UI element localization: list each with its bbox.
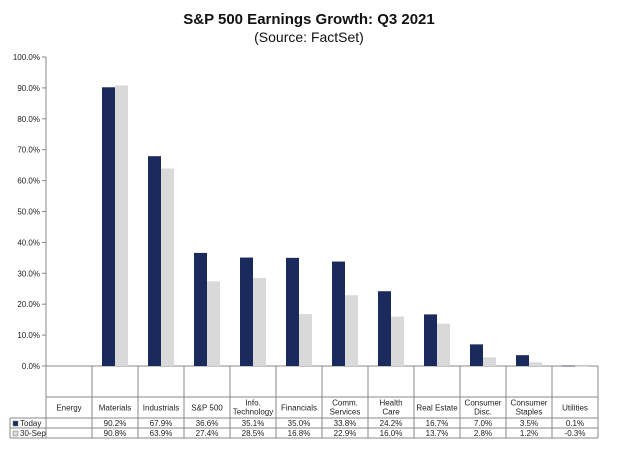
data-label: 28.5% [242,429,265,438]
bar-30-sep [115,85,128,366]
category-label: Technology [233,408,273,417]
data-table: Energy Materials Industrials S&P 500 Info.Te… [9,366,599,439]
category-label: Utilities [562,404,588,413]
y-tick-label: 70.0% [17,146,40,155]
category-label: Consumer [511,399,548,408]
bar-30-sep [161,168,174,366]
category-label: Comm. [332,399,358,408]
chart-subtitle: (Source: FactSet) [254,29,364,45]
category-label: Care [382,408,400,417]
data-label: -0.3% [565,429,586,438]
bar-30-sep [207,281,220,366]
category-label: Industrials [143,404,179,413]
category-label: Disc. [474,408,492,417]
category-label: Real Estate [416,404,458,413]
data-label: 2.8% [474,429,492,438]
data-label: 13.7% [426,429,449,438]
y-tick-label: 80.0% [17,115,40,124]
bar-30-sep [345,295,358,366]
y-tick-label: 10.0% [17,331,40,340]
bar-today [424,314,437,366]
data-label: 36.6% [196,419,219,428]
data-label: 27.4% [196,429,219,438]
bar-30-sep [391,316,404,366]
data-label: 16.0% [380,429,403,438]
bar-today [378,291,391,366]
data-label: 35.1% [242,419,265,428]
legend-label-30-sep: 30-Sep [20,429,46,438]
legend-swatch-30-sep [12,430,19,437]
data-label: 67.9% [150,419,173,428]
data-label: 7.0% [474,419,492,428]
category-label: Energy [56,404,81,413]
y-tick-label: 100.0% [13,53,40,62]
bar-30-sep [575,366,588,367]
data-label: 1.2% [520,429,538,438]
category-label: Consumer [465,399,502,408]
data-label: 90.8% [104,429,127,438]
category-label: Info. [245,399,261,408]
legend-label-today: Today [20,419,41,428]
y-tick-label: 90.0% [17,84,40,93]
y-tick-label: 20.0% [17,300,40,309]
data-label: 22.9% [334,429,357,438]
data-label: 63.9% [150,429,173,438]
chart-title: S&P 500 Earnings Growth: Q3 2021 [183,11,434,28]
category-label: Staples [516,408,543,417]
y-tick-label: 30.0% [17,269,40,278]
y-tick-label: 0.0% [22,362,40,371]
y-tick-label: 60.0% [17,177,40,186]
bar-today [194,252,207,366]
data-label: 3.5% [520,419,538,428]
data-label: 35.0% [288,419,311,428]
bar-today [562,365,575,367]
category-label: Financials [281,404,317,413]
bar-today [148,156,161,366]
data-label: 24.2% [380,419,403,428]
bar-30-sep [299,314,312,366]
category-label: S&P 500 [191,404,223,413]
bar-today [286,257,299,366]
category-label: Materials [99,404,131,413]
data-label: 90.2% [104,419,127,428]
bar-30-sep [437,323,450,366]
bar-30-sep [529,362,542,366]
bar-today [102,87,115,367]
bar-30-sep [253,277,266,366]
plot-area: 0.0% 10.0% 20.0% 30.0% 40.0% 50.0% 60.0% 70.0% 8… [13,53,598,371]
category-label: Services [330,408,361,417]
bar-today [332,261,345,366]
bar-today [470,344,483,366]
category-label: Health [379,399,402,408]
bar-today [240,257,253,366]
y-tick-label: 40.0% [17,238,40,247]
bar-today [516,355,529,366]
data-label: 0.1% [566,419,584,428]
bar-30-sep [483,357,496,366]
data-label: 33.8% [334,419,357,428]
y-tick-label: 50.0% [17,208,40,217]
data-label: 16.7% [426,419,449,428]
legend-swatch-today [12,420,19,427]
data-label: 16.8% [288,429,311,438]
